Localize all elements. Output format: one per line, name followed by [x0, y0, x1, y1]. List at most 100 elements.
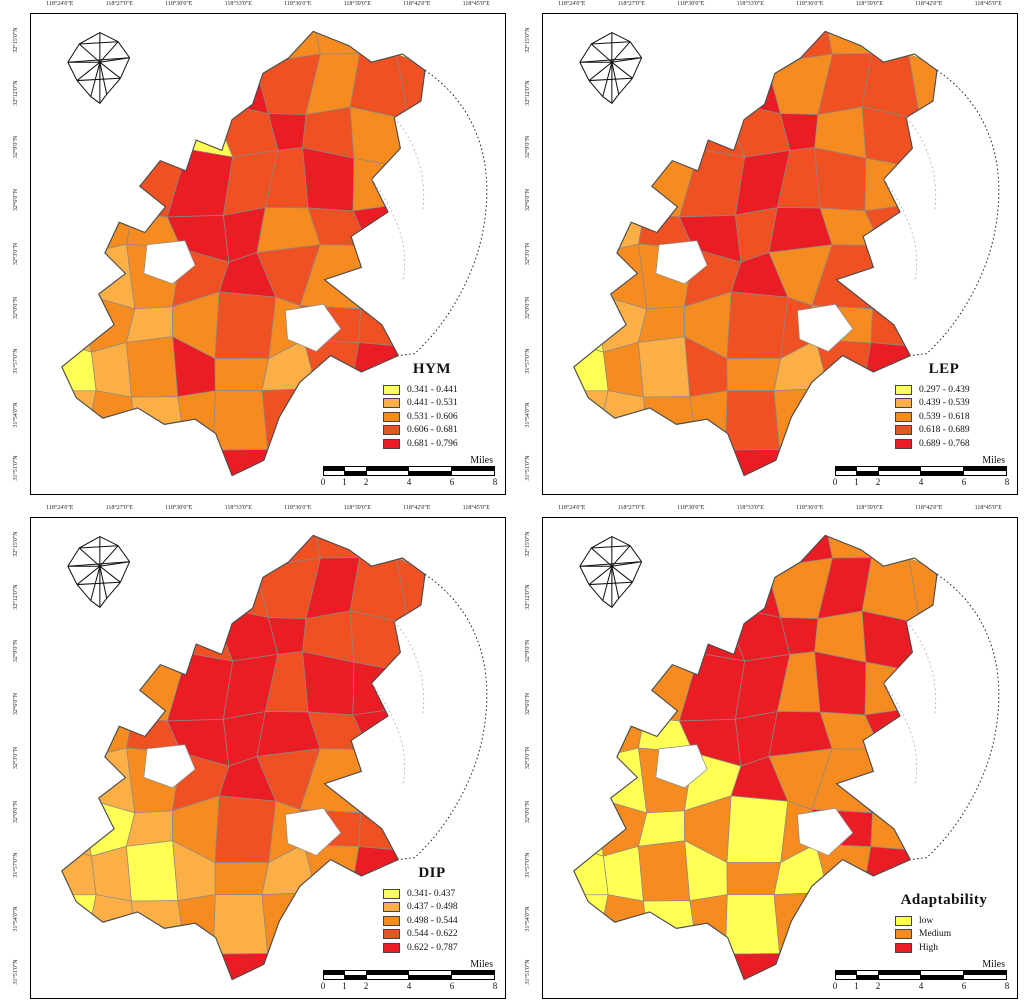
district-polygon	[587, 118, 649, 164]
scale-bar-segment	[963, 471, 1006, 475]
district-polygon	[446, 293, 493, 352]
district-polygon	[597, 438, 653, 476]
district-polygon	[440, 569, 493, 611]
scale-bar-segment	[366, 971, 409, 975]
latitude-label: 31°54'0"N	[13, 906, 19, 932]
scale-bar-segment	[451, 975, 494, 979]
longitude-label: 118°24'0"E	[46, 1, 74, 7]
district-polygon	[648, 440, 698, 476]
longitude-label: 118°42'0"E	[403, 505, 431, 511]
north-arrow-graphic	[67, 32, 131, 104]
district-polygon	[349, 106, 409, 169]
legend-color-swatch	[383, 929, 400, 939]
district-polygon	[737, 31, 772, 68]
scale-tick-label: 1	[342, 477, 347, 487]
longitude-label: 118°36'0"E	[796, 505, 824, 511]
district-polygon	[61, 604, 79, 667]
district-polygon	[814, 147, 867, 212]
longitude-label: 118°36'0"E	[284, 505, 312, 511]
district-polygon	[352, 661, 406, 716]
latitude-label: 32°15'0"N	[525, 27, 531, 53]
latitude-axis-labels: 32°15'0"N 32°12'0"N 32°9'0"N 32°6'0"N 32°3'0…	[0, 13, 30, 495]
district-polygon	[396, 163, 426, 211]
district-polygon	[603, 845, 644, 902]
scale-bar: Miles 0 1 2 4 6 8	[321, 959, 498, 992]
legend-item: High	[883, 942, 1005, 953]
district-polygon	[597, 942, 653, 980]
scale-bar-segment	[921, 471, 964, 475]
scale-tick-label: 1	[854, 981, 859, 991]
district-polygon	[594, 747, 648, 814]
district-polygon	[864, 708, 921, 763]
district-polygon	[724, 953, 781, 980]
district-polygon	[437, 668, 493, 721]
district-polygon	[573, 702, 604, 767]
district-polygon	[949, 164, 1005, 217]
legend-color-swatch	[895, 915, 912, 926]
scale-bar-row-top	[836, 467, 1006, 471]
scale-bar-segment	[963, 975, 1006, 979]
district-polygon	[407, 754, 426, 805]
latitude-label: 32°12'0"N	[525, 584, 531, 610]
district-polygon	[75, 118, 137, 164]
district-polygon	[909, 849, 938, 891]
scale-bar-graphic	[835, 970, 1007, 980]
district-polygon	[61, 100, 79, 163]
district-polygon	[827, 891, 862, 949]
scale-bar-ticks: 0 1 2 4 6 8	[321, 981, 498, 992]
scale-bar-segment	[345, 971, 367, 975]
district-polygon	[724, 390, 781, 451]
scale-tick-label: 0	[832, 477, 838, 487]
legend-color-swatch	[383, 902, 400, 912]
district-polygon	[952, 521, 1005, 575]
district-polygon	[638, 840, 691, 902]
district-polygon	[861, 106, 921, 169]
latitude-label: 32°6'0"N	[13, 693, 19, 716]
district-polygon	[573, 757, 598, 809]
boundary-dashed-line	[398, 69, 488, 357]
district-polygon	[573, 293, 604, 353]
district-polygon	[726, 358, 782, 392]
district-polygon	[315, 891, 350, 949]
longitude-label: 118°39'0"E	[855, 505, 883, 511]
district-polygon	[404, 608, 426, 673]
latitude-label: 31°57'0"N	[13, 348, 19, 374]
district-polygon	[441, 749, 493, 804]
district-polygon	[209, 567, 269, 619]
legend-item: Medium	[883, 929, 1005, 939]
district-polygon	[303, 339, 360, 400]
latitude-label: 32°12'0"N	[13, 584, 19, 610]
legend-color-swatch	[383, 942, 400, 953]
legend-item: 0.606 - 0.681	[371, 425, 493, 435]
district-polygon	[863, 535, 918, 559]
scale-bar-segment	[409, 971, 452, 975]
legend-class-label: 0.531 - 0.606	[407, 411, 458, 422]
map-legend: HYM 0.341 - 0.441 0.441 - 0.531 0.531 - 0.…	[371, 361, 493, 453]
district-polygon	[724, 894, 781, 955]
district-polygon	[573, 894, 609, 944]
legend-item: 0.689 - 0.768	[883, 438, 1005, 449]
district-polygon	[404, 104, 426, 169]
scale-tick-label: 4	[406, 477, 412, 487]
legend-color-swatch	[383, 888, 400, 899]
district-polygon	[726, 862, 782, 896]
legend-item: 0.498 - 0.544	[371, 915, 493, 926]
district-polygon	[952, 65, 1005, 107]
legend-item: 0.441 - 0.531	[371, 398, 493, 408]
district-polygon	[168, 31, 227, 68]
legend-item: 0.539 - 0.618	[883, 411, 1005, 422]
scale-tick-label: 2	[875, 477, 881, 487]
scale-bar-segment	[836, 467, 858, 471]
district-polygon	[407, 250, 426, 301]
scale-bar-segment	[409, 975, 452, 979]
longitude-label: 118°33'0"E	[224, 505, 252, 511]
boundary-dashed-line	[910, 69, 1000, 357]
scale-bar-segment	[878, 471, 921, 475]
district-polygon	[441, 245, 493, 300]
district-polygon	[908, 667, 938, 715]
district-polygon	[587, 622, 649, 668]
scale-bar: Miles 0 1 2 4 6 8	[321, 455, 498, 488]
longitude-label: 118°27'0"E	[105, 1, 133, 7]
district-polygon	[168, 535, 227, 572]
legend-class-label: 0.622 - 0.787	[407, 942, 458, 953]
